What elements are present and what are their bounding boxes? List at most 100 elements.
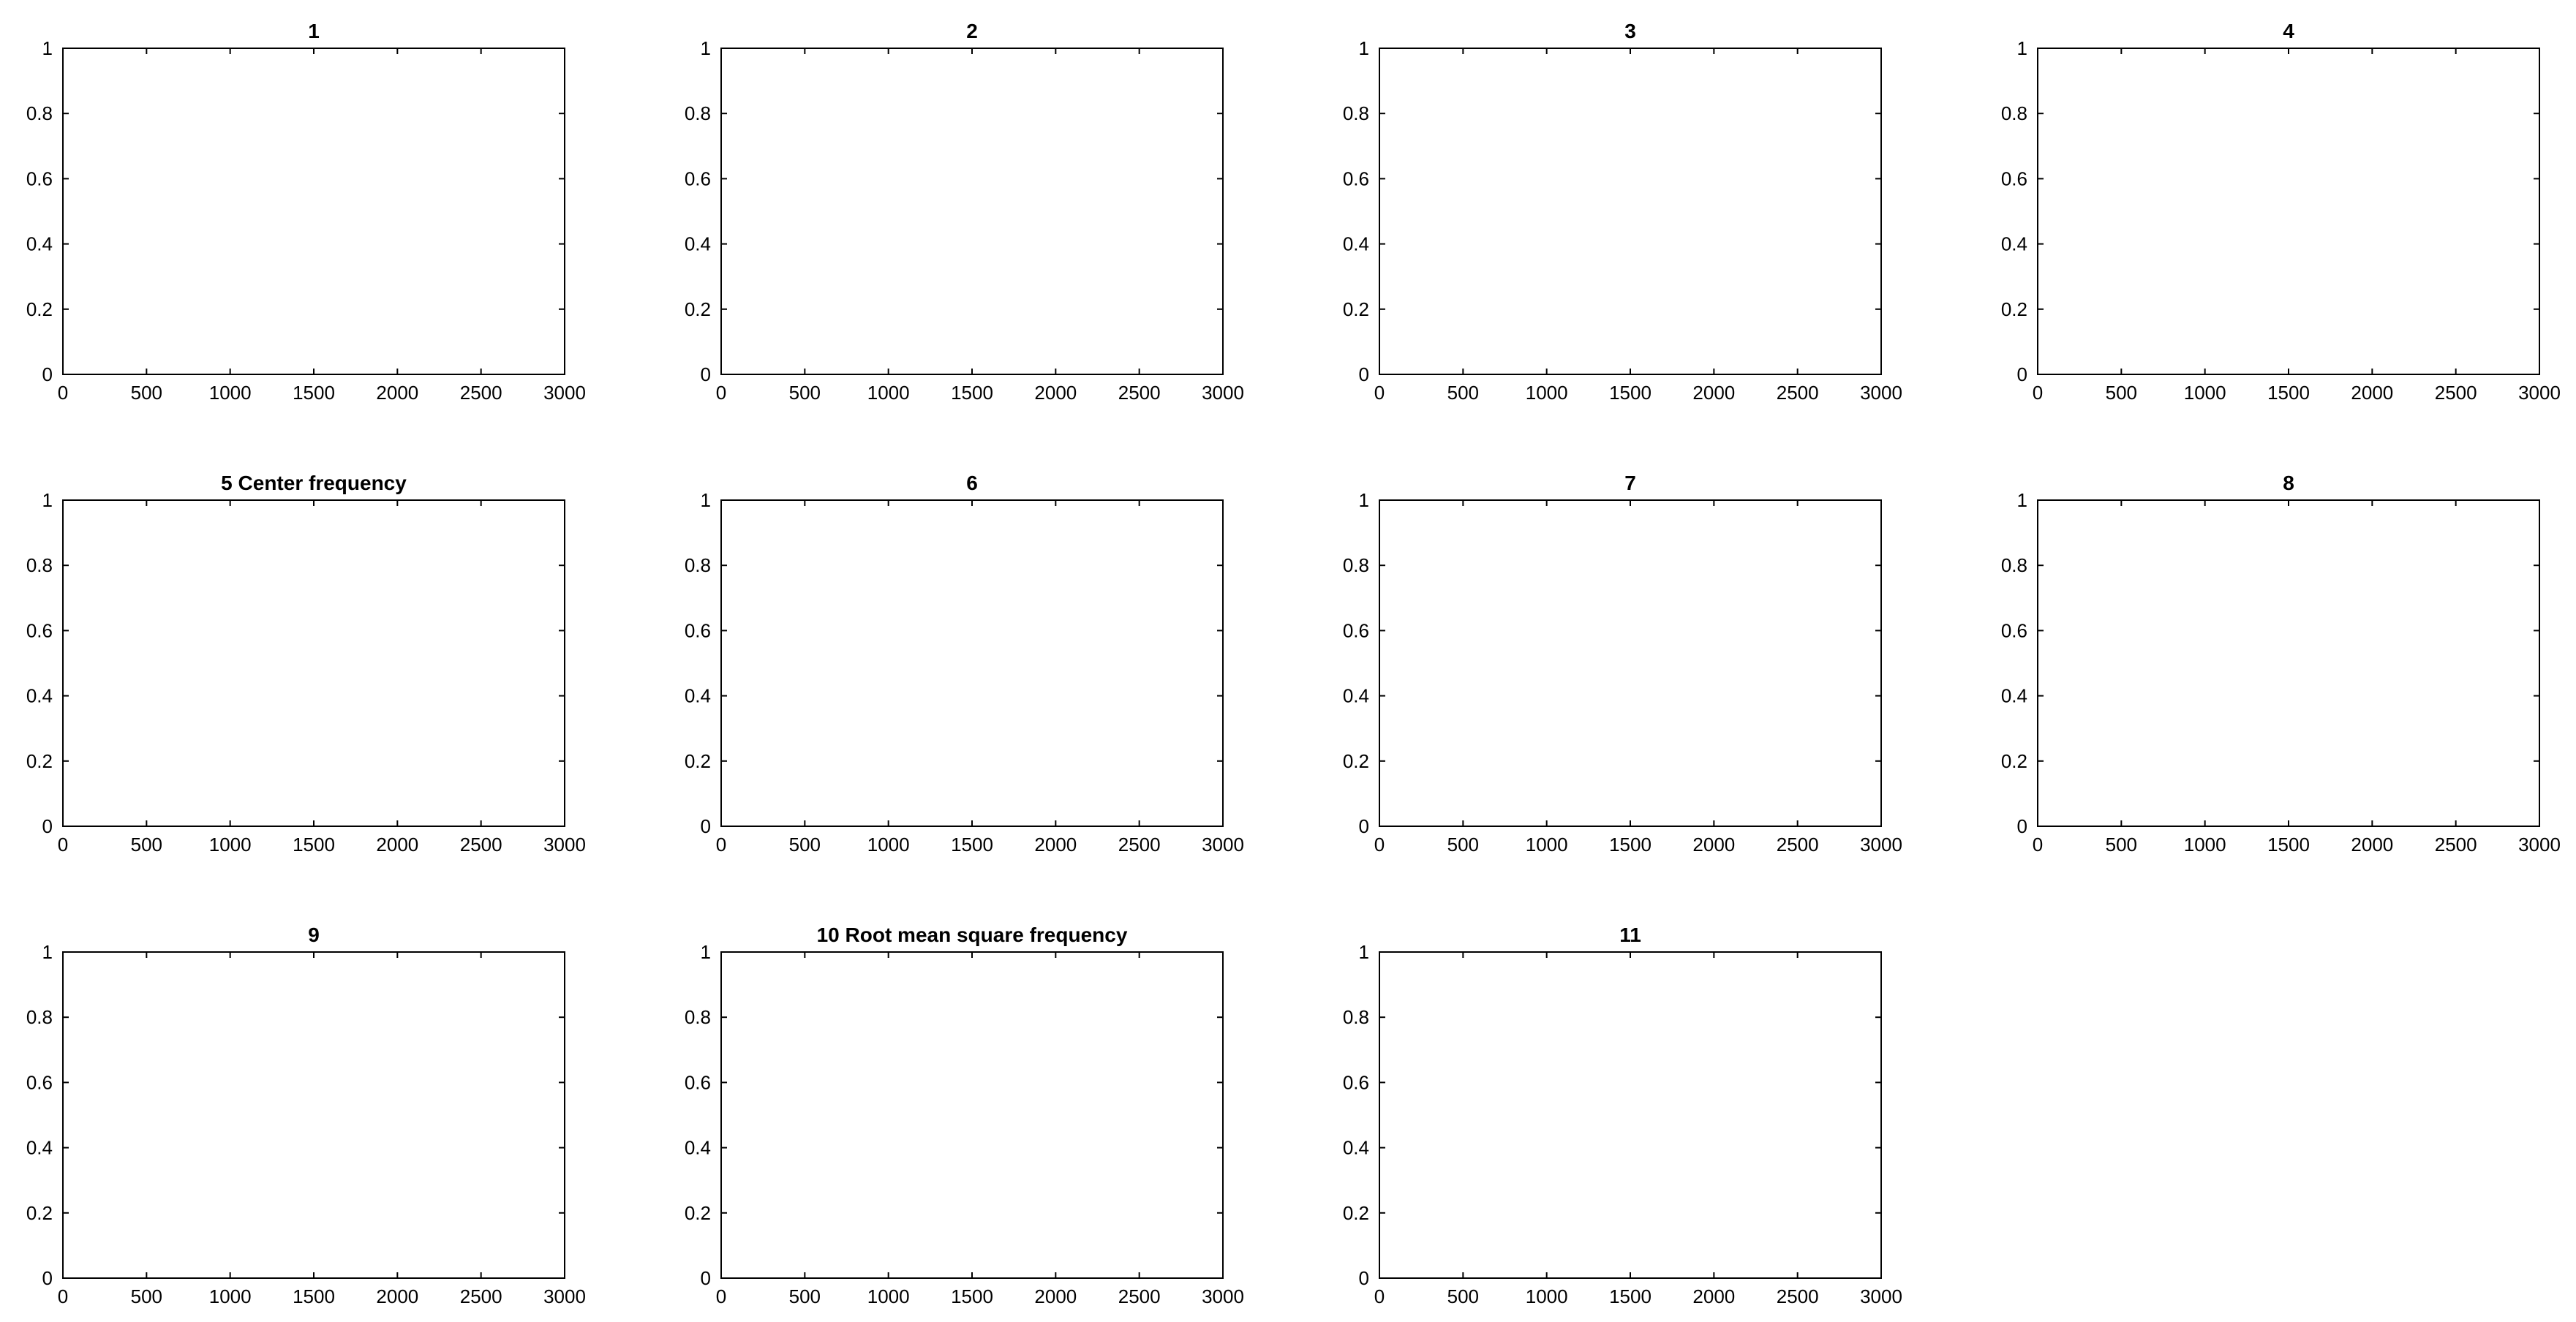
y-tick-label: 0.8 [26,554,53,576]
y-tick-label: 1 [1359,489,1369,511]
x-tick-label: 3000 [1860,382,1902,404]
y-tick-label: 0.2 [685,1202,711,1224]
x-tick-label: 1500 [951,1285,993,1307]
x-tick-label: 2500 [460,1285,502,1307]
x-tick-label: 2000 [1034,834,1077,855]
x-tick-label: 2500 [1777,1285,1819,1307]
y-tick-label: 0 [42,815,53,837]
subplot-title: 9 [308,923,320,946]
x-tick-label: 3000 [1860,834,1902,855]
x-tick-label: 2500 [2435,834,2477,855]
y-tick-label: 0.8 [685,554,711,576]
x-tick-label: 3000 [1860,1285,1902,1307]
x-tick-label: 3000 [543,1285,586,1307]
y-tick-label: 0.6 [685,1071,711,1093]
axes-frame [1379,48,1882,375]
x-tick-label: 500 [131,382,162,404]
x-tick-label: 2000 [376,1285,418,1307]
x-tick-label: 1000 [1526,382,1568,404]
x-tick-label: 2000 [2351,834,2393,855]
y-tick-label: 0.8 [26,102,53,124]
x-tick-label: 1500 [951,382,993,404]
y-tick-label: 0.6 [1343,619,1369,641]
axes-frame [2037,499,2540,827]
x-tick-label: 0 [58,834,68,855]
x-tick-label: 1500 [293,382,335,404]
subplot-8: 0 500 1000 1500 2000 2500 3000 0 0.2 0.4 0.6 0.8 1 8 [2001,472,2561,855]
x-tick-label: 2000 [1034,1285,1077,1307]
x-tick-label: 500 [131,834,162,855]
y-tick-label: 1 [701,489,711,511]
y-tick-label: 1 [42,489,53,511]
x-tick-label: 1000 [867,382,910,404]
x-tick-label: 1500 [293,834,335,855]
y-tick-label: 1 [1359,941,1369,963]
axes-frame [62,499,565,827]
y-tick-label: 0.2 [1343,1202,1369,1224]
x-tick-label: 1000 [867,1285,910,1307]
y-tick-label: 0.4 [685,233,711,255]
x-tick-label: 500 [1447,1285,1479,1307]
y-tick-label: 0.4 [2001,685,2027,707]
subplot-title: 1 [308,20,320,42]
y-tick-label: 0.8 [1343,1006,1369,1028]
x-tick-label: 500 [789,1285,821,1307]
x-tick-label: 500 [1447,382,1479,404]
x-tick-label: 1500 [1609,1285,1652,1307]
x-tick-label: 0 [1374,1285,1385,1307]
x-tick-label: 3000 [1202,834,1244,855]
subplot-title: 7 [1624,472,1636,494]
x-tick-label: 1500 [951,834,993,855]
y-tick-label: 0 [42,363,53,385]
x-tick-label: 0 [58,1285,68,1307]
y-tick-label: 1 [701,37,711,59]
axes-frame [62,48,565,375]
x-tick-label: 500 [789,834,821,855]
y-tick-label: 0.2 [2001,298,2027,320]
x-tick-label: 1500 [2267,834,2310,855]
x-tick-label: 2500 [1777,382,1819,404]
y-tick-label: 0 [1359,1267,1369,1289]
subplot-3: 0 500 1000 1500 2000 2500 3000 0 0.2 0.4 0.6 0.8 1 3 [1343,20,1902,404]
y-tick-label: 0.2 [685,750,711,772]
x-tick-label: 500 [131,1285,162,1307]
y-tick-label: 0.8 [2001,554,2027,576]
y-tick-label: 0.6 [2001,167,2027,189]
x-tick-label: 0 [1374,382,1385,404]
axes-frame [720,951,1224,1279]
y-tick-label: 1 [1359,37,1369,59]
y-tick-label: 0.8 [685,1006,711,1028]
subplot-title: 5 Center frequency [221,472,407,494]
y-tick-label: 1 [42,941,53,963]
y-tick-label: 1 [42,37,53,59]
x-tick-label: 500 [2106,382,2137,404]
x-tick-label: 2500 [460,382,502,404]
x-tick-label: 2500 [2435,382,2477,404]
x-tick-label: 1500 [293,1285,335,1307]
subplot-title: 11 [1619,923,1641,946]
subplot-5: 0 500 1000 1500 2000 2500 3000 0 0.2 0.4 0.6 0.8 1 5 … [26,472,586,855]
subplot-7: 0 500 1000 1500 2000 2500 3000 0 0.2 0.4 0.6 0.8 1 7 [1343,472,1902,855]
y-tick-label: 0.4 [1343,233,1369,255]
x-tick-label: 2500 [460,834,502,855]
y-tick-label: 0.8 [2001,102,2027,124]
x-tick-label: 0 [716,1285,726,1307]
y-tick-label: 0.2 [26,298,53,320]
axes-frame [720,499,1224,827]
x-tick-label: 1500 [1609,382,1652,404]
x-tick-label: 0 [716,382,726,404]
subplot-1: 0 500 1000 1500 2000 2500 3000 0 0.2 0.4 0.6 0.8 1 1 [26,20,586,404]
subplot-title: 4 [2283,20,2294,42]
y-tick-label: 0.6 [685,619,711,641]
x-tick-label: 2500 [1118,1285,1161,1307]
x-tick-label: 3000 [543,382,586,404]
y-tick-label: 0.6 [2001,619,2027,641]
axes-frame [1379,499,1882,827]
y-tick-label: 0 [1359,815,1369,837]
y-tick-label: 0 [701,1267,711,1289]
subplot-4: 0 500 1000 1500 2000 2500 3000 0 0.2 0.4 0.6 0.8 1 4 [2001,20,2561,404]
subplot-title: 6 [966,472,978,494]
x-tick-label: 1500 [1609,834,1652,855]
y-tick-label: 0.6 [26,619,53,641]
